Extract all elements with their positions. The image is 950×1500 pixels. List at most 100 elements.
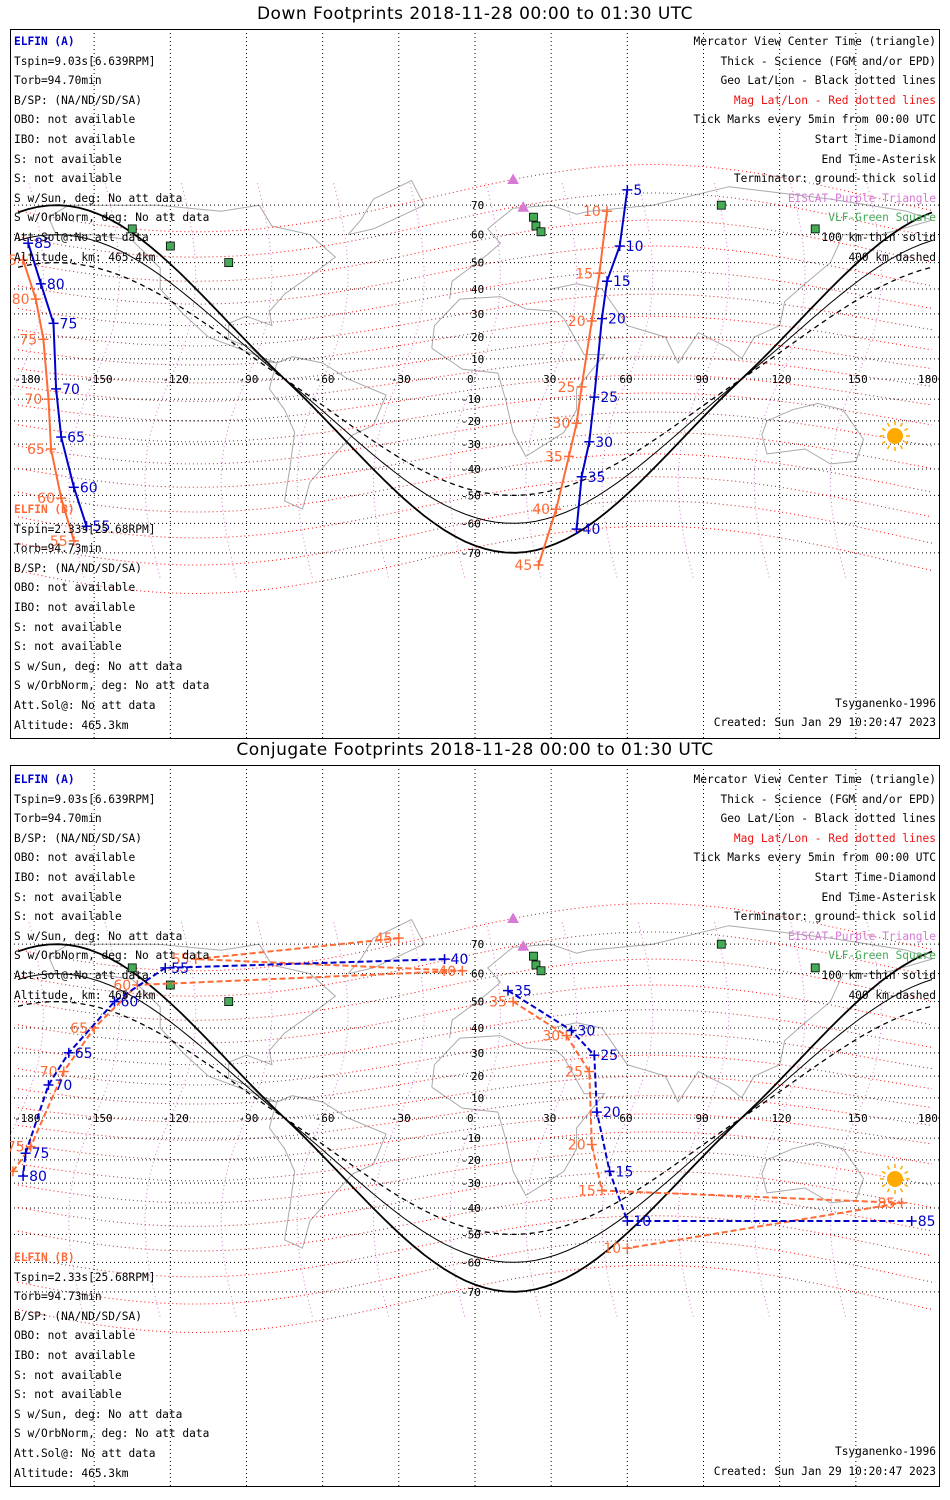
info-line: OBO: not available [14,851,136,865]
elfin-b-tick-label: 55 [172,952,190,968]
info-line: Att.Sol@:No att data [14,968,149,982]
mag-parallel [17,219,933,282]
lat-tick-label: 70 [471,938,484,951]
vlf-square [536,966,546,976]
legend-line: Terminator: ground-thick solid [733,172,936,186]
lon-tick-label: -30 [391,373,411,386]
elfin-b-tick-label: 15 [575,266,593,282]
coastline [449,925,933,1039]
info-line: Torb=94.73min [14,542,102,556]
mag-parallel [17,411,933,465]
legend-line: Terminator: ground-thick solid [733,910,936,924]
mag-parallel [17,392,933,443]
elfin-a-tick-label: 40 [451,952,469,968]
lon-tick-label: -150 [86,373,113,386]
terminator-400km [17,261,933,497]
vlf-square [716,939,726,949]
lat-tick-label: -10 [461,1132,481,1145]
elfin-b-tick-label: 25 [565,1065,583,1081]
info-line: Altitude: 465.3km [14,1466,129,1480]
info-line: OBO: not available [14,581,136,595]
info-line: OBO: not available [14,1329,136,1343]
lat-tick-label: -60 [461,1256,481,1269]
created-label-conjugate: Created: Sun Jan 29 10:20:47 2023 [713,1465,936,1478]
sun-ray [899,445,904,450]
legend-line: 100 km-thin solid [821,230,936,244]
lon-tick-label: -180 [14,373,41,386]
lat-tick-label: 30 [471,308,484,321]
lon-tick-label: 150 [848,1112,868,1125]
info-line: Altitude: 465.3km [14,718,129,732]
sun-ray [886,1188,891,1193]
terminator-100km [17,234,933,524]
elfin-b-tick-label: 15 [578,1183,596,1199]
elfin-a-tick-label: 15 [613,274,631,290]
lat-tick-label: 60 [471,968,484,981]
terminator-ground [17,943,933,1293]
elfin-b-tick-label: 35 [545,449,563,465]
mag-parallel [17,1131,933,1182]
lon-tick-label: -90 [239,373,259,386]
legend-line: Mag Lat/Lon - Red dotted lines [733,93,936,107]
info-line: S w/Sun, deg: No att data [14,1407,183,1421]
sun-ray [881,1170,886,1175]
elfin-a-tick-label: 60 [120,995,138,1011]
model-label-conjugate: Tsyganenko-1996 [834,1445,936,1458]
legend-line: Thick - Science (FGM and/or EPD) [720,792,936,806]
elfin-a-tick-label: 15 [616,1164,634,1180]
elfin-b-tick-label: 60 [37,491,55,507]
info-line: S w/Sun, deg: No att data [14,929,183,943]
elfin-a-info-conjugate: ELFIN (A) Tspin=9.03s[6.639RPM] Torb=94.… [14,770,209,1005]
legend-line: Mag Lat/Lon - Red dotted lines [733,831,936,845]
elfin-a-tick-label: 80 [29,1169,47,1185]
info-line: Att.Sol@: No att data [14,698,156,712]
sun-ray [904,1170,909,1175]
coastline [347,918,425,975]
info-line: S: not available [14,152,122,166]
legend-line: VLF-Green Square [828,211,936,225]
lat-tick-label: -10 [461,393,481,406]
lat-tick-label: 40 [471,1022,484,1035]
lat-tick-label: 50 [471,996,484,1009]
lat-tick-label: 70 [471,199,484,212]
lon-tick-label: 60 [619,373,632,386]
elfin-a-tick-label: 25 [600,1048,618,1064]
mag-parallel [17,476,933,539]
info-line: S: not available [14,890,122,904]
sun-ray [899,1165,904,1170]
legend-line: VLF-Green Square [828,949,936,963]
info-line: Att.Sol@:No att data [14,230,149,244]
elfin-a-tick-label: 85 [34,236,52,252]
lat-tick-label: -60 [461,517,481,530]
info-line: S: not available [14,1368,122,1382]
elfin-a-tick-label: 40 [583,522,601,538]
mag-parallel [17,1150,933,1204]
coastline [761,1141,865,1204]
terminator-ground [17,204,933,554]
panel-title-conjugate: Conjugate Footprints 2018-11-28 00:00 to… [236,740,714,760]
lon-tick-label: 180 [918,373,938,386]
elfin-b-label: ELFIN (B) [14,503,75,516]
lon-tick-label: 0 [467,1112,474,1125]
sun-ray [881,427,886,432]
info-line: S: not available [14,1388,122,1402]
info-line: B/SP: (NA/ND/SD/SA) [14,561,142,575]
elfin-b-tick-label: 25 [558,380,576,396]
info-line: B/SP: (NA/ND/SD/SA) [14,93,142,107]
legend-line: End Time-Asterisk [821,890,936,904]
mag-parallel [17,1192,933,1252]
elfin-b-info-down: ELFIN (B) Tspin=2.33s[25.68RPM] Torb=94.… [14,500,209,735]
info-line: Tspin=2.33s[25.68RPM] [14,1270,156,1284]
elfin-b-tick-label: 80 [0,1164,7,1180]
mag-parallel [17,1009,933,1066]
elfin-b-tick-label: 85 [0,253,17,269]
info-line: S: not available [14,910,122,924]
elfin-b-tick-label: 80 [12,292,30,308]
vlf-square [531,221,541,231]
sun-icon [887,428,903,444]
legend-line: Geo Lat/Lon - Black dotted lines [720,74,936,88]
elfin-a-info-down: ELFIN (A) Tspin=9.03s[6.639RPM] Torb=94.… [14,32,209,267]
info-line: Tspin=2.33s[25.68RPM] [14,522,156,536]
elfin-a-label: ELFIN (A) [14,773,75,786]
